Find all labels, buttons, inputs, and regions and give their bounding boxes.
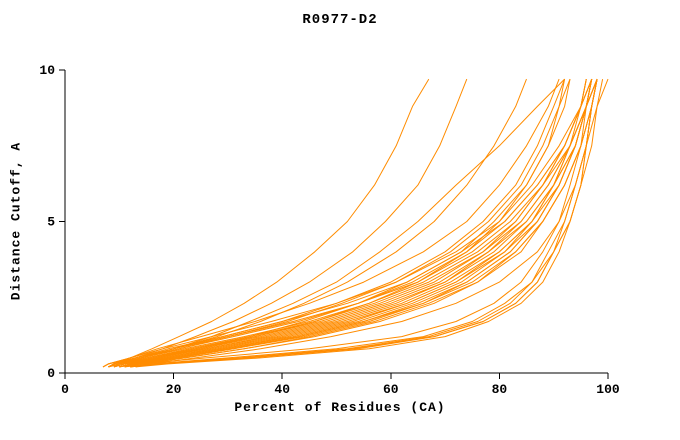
series-line (119, 79, 593, 368)
series-line (135, 79, 604, 368)
x-tick-label: 60 (383, 382, 399, 397)
x-tick-label: 20 (166, 382, 182, 397)
series-line (130, 79, 598, 368)
y-tick-label: 5 (47, 215, 55, 230)
x-tick-label: 100 (596, 382, 620, 397)
y-tick-label: 0 (47, 366, 55, 381)
y-axis-label: Distance Cutoff, A (8, 141, 24, 301)
series-line (130, 79, 598, 368)
series-line (108, 78, 430, 368)
chart-title: R0977-D2 (302, 12, 378, 28)
series-line (108, 78, 598, 368)
series-line (124, 78, 598, 368)
x-tick-label: 0 (61, 382, 69, 397)
x-axis-label: Percent of Residues (CA) (234, 400, 446, 415)
y-tick-label: 10 (39, 63, 55, 78)
x-tick-label: 80 (492, 382, 508, 397)
series-line (108, 78, 593, 368)
series-line (113, 79, 593, 368)
series-line (108, 78, 566, 368)
x-tick-label: 40 (274, 382, 290, 397)
series-line (113, 78, 468, 368)
series-line (135, 78, 609, 368)
